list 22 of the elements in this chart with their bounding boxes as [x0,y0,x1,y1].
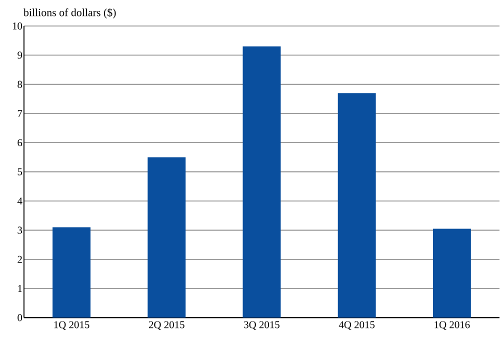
y-tick-label: 6 [18,139,22,146]
y-tick-label: 2 [18,256,22,263]
x-tick-label: 1Q 2015 [54,321,90,330]
y-tick-label: 3 [18,226,22,234]
x-tick-label: 3Q 2015 [244,321,280,330]
bar [148,157,186,318]
y-tick-label: 10 [12,22,22,30]
y-tick-label: 8 [18,80,22,88]
y-axis-title: billions of dollars ($) [23,8,116,19]
bar [242,46,281,318]
y-tick-label: 0 [18,314,22,322]
bar [432,228,471,318]
x-tick-label: 1Q 2016 [434,321,470,330]
bar [52,227,91,318]
y-tick-label: 7 [18,110,22,118]
y-tick-label: 9 [18,52,22,59]
x-tick-label: 2Q 2015 [148,321,184,330]
y-tick-label: 4 [17,198,22,205]
y-tick-label: 5 [18,168,22,176]
y-tick-label: 1 [18,285,22,292]
bar [338,93,376,318]
x-tick-label: 4Q 2015 [338,321,375,330]
